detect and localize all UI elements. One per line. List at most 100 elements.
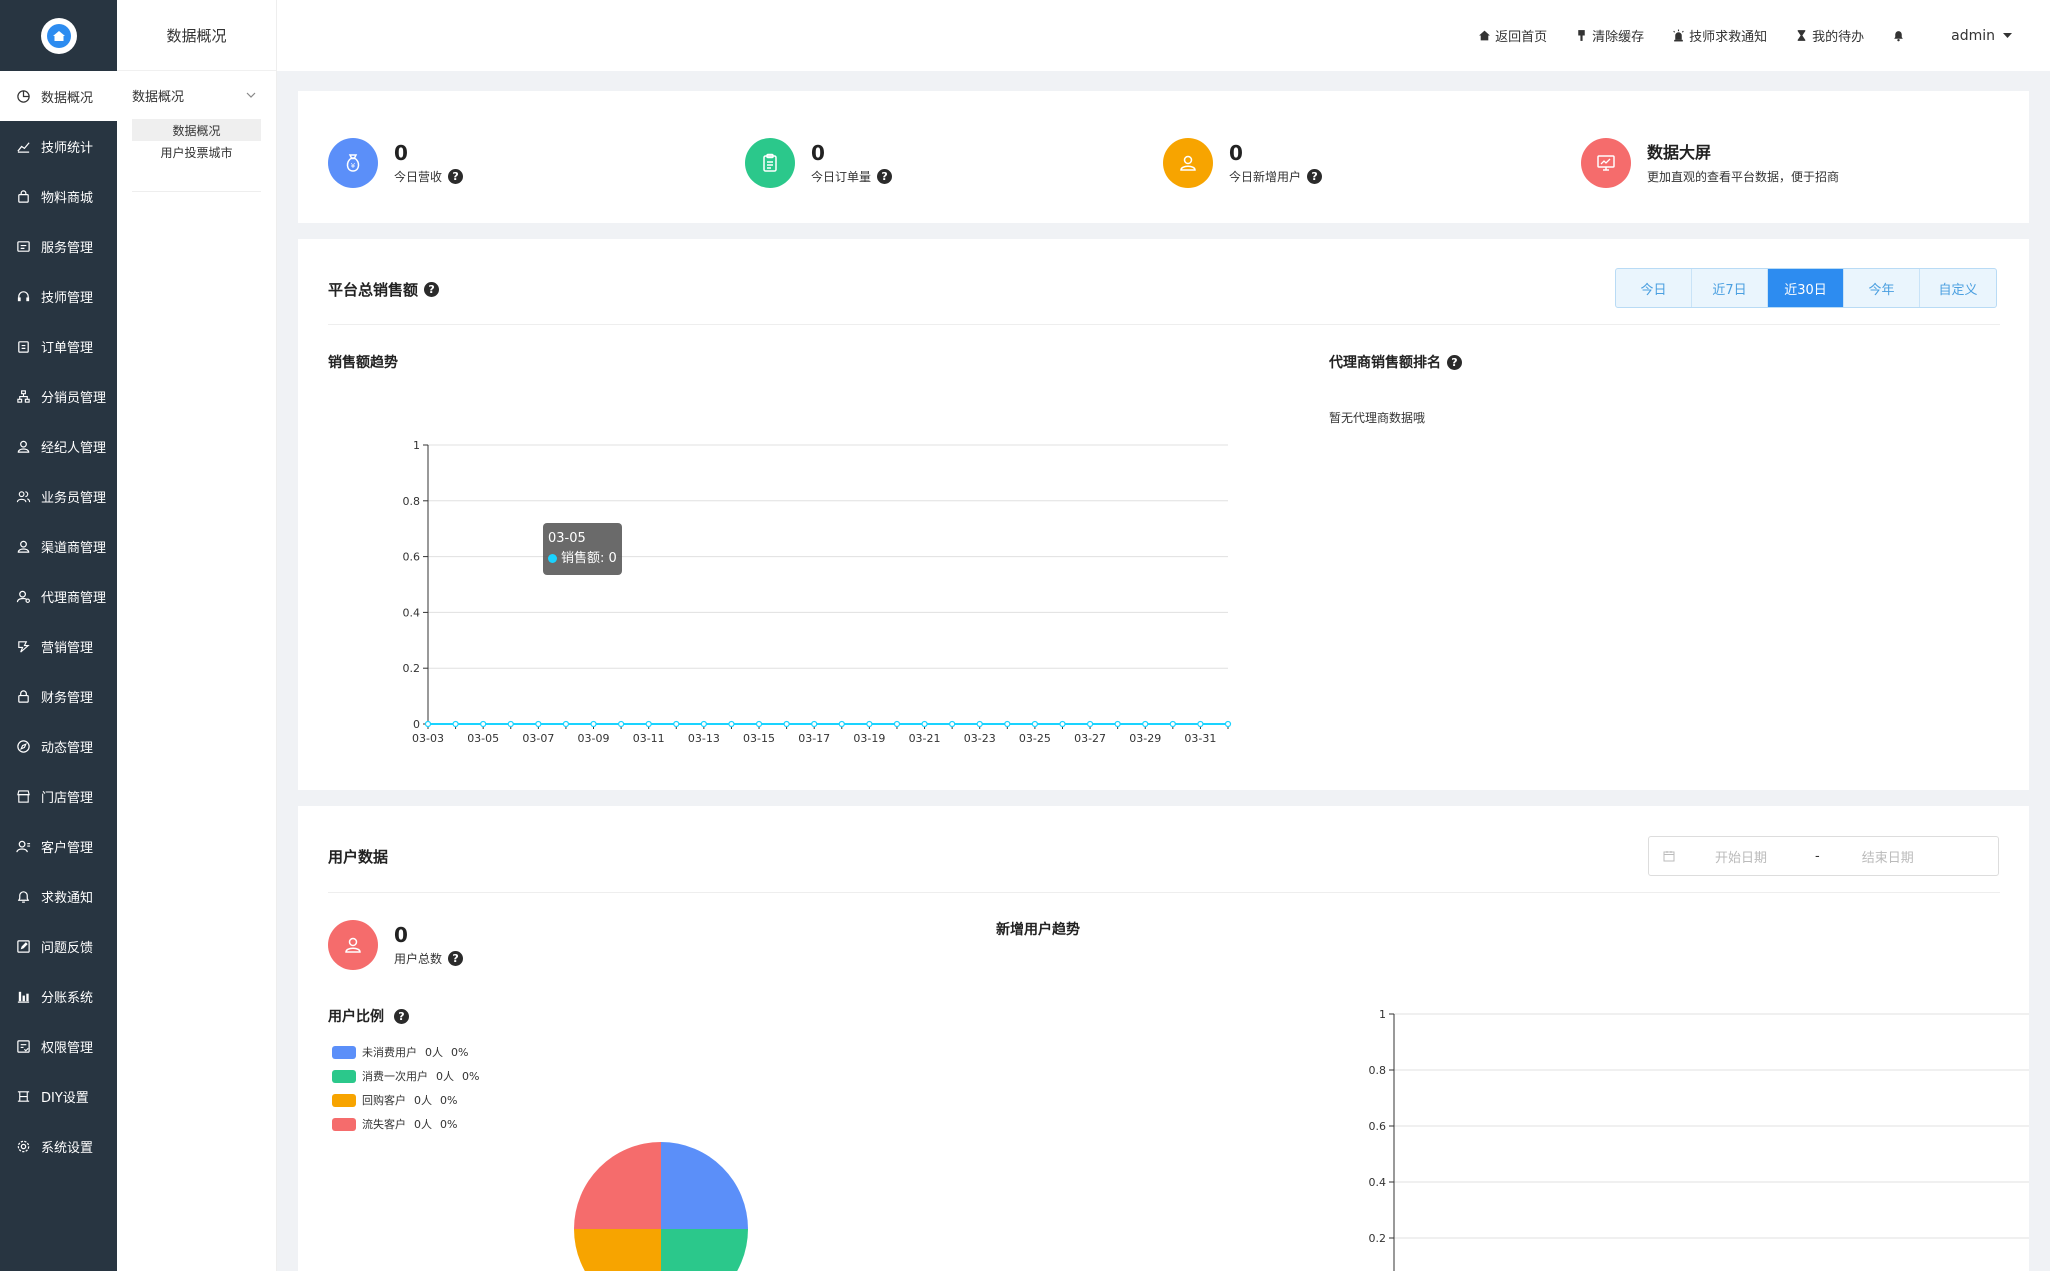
data-point[interactable] bbox=[590, 720, 597, 728]
help-icon[interactable]: ? bbox=[1307, 168, 1323, 184]
pie-slice[interactable] bbox=[661, 1142, 748, 1229]
sidebar-item-11[interactable]: 营销管理 bbox=[0, 621, 117, 671]
legend-item[interactable]: 回购客户 0人 0% bbox=[332, 1088, 487, 1112]
pie-slice[interactable] bbox=[574, 1229, 661, 1271]
data-point[interactable] bbox=[1169, 720, 1176, 728]
sidebar-item-3[interactable]: 服务管理 bbox=[0, 221, 117, 271]
permission-icon bbox=[17, 1039, 30, 1053]
data-point[interactable] bbox=[728, 720, 735, 728]
y-tick-label: 1 bbox=[413, 439, 420, 452]
pie-slice[interactable] bbox=[574, 1142, 661, 1229]
legend-item[interactable]: 消费一次用户 0人 0% bbox=[332, 1064, 487, 1088]
help-icon[interactable]: ? bbox=[424, 282, 440, 297]
home-logo[interactable] bbox=[40, 17, 77, 54]
data-point[interactable] bbox=[976, 720, 983, 728]
sidebar-item-13[interactable]: 动态管理 bbox=[0, 721, 117, 771]
sidebar-item-16[interactable]: 求救通知 bbox=[0, 871, 117, 921]
ratio-title: 用户比例 bbox=[328, 1009, 384, 1025]
y-tick-label: 0.8 bbox=[403, 495, 421, 508]
sidebar-item-9[interactable]: 渠道商管理 bbox=[0, 521, 117, 571]
data-point[interactable] bbox=[1197, 720, 1204, 728]
sidebar-item-18[interactable]: 分账系统 bbox=[0, 971, 117, 1021]
sidebar-menu: 数据概况 技师统计 物料商城 服务管理 技师管理订单管理分销员管理 经纪人管理 业务员管理渠… bbox=[0, 71, 117, 1171]
notification-button[interactable] bbox=[1892, 29, 1909, 42]
home-link[interactable]: 返回首页 bbox=[1478, 26, 1547, 45]
data-point[interactable] bbox=[1086, 720, 1094, 728]
sidebar-item-17[interactable]: 问题反馈 bbox=[0, 921, 117, 971]
submenu-group[interactable]: 数据概况 bbox=[117, 71, 276, 119]
range-tab-4[interactable]: 自定义 bbox=[1938, 282, 1978, 298]
sidebar-item-label: 权限管理 bbox=[41, 1040, 94, 1056]
data-point[interactable] bbox=[949, 720, 956, 728]
data-point[interactable] bbox=[1114, 720, 1121, 728]
data-point[interactable] bbox=[893, 720, 901, 728]
data-point[interactable] bbox=[811, 720, 818, 728]
data-point[interactable] bbox=[673, 720, 680, 728]
range-tab-2[interactable]: 近30日 bbox=[1768, 269, 1844, 307]
data-point[interactable] bbox=[562, 720, 570, 728]
data-point[interactable] bbox=[1004, 720, 1011, 728]
total-users-badge bbox=[328, 920, 378, 970]
clear-cache-button[interactable]: 清除缓存 bbox=[1575, 26, 1644, 45]
user-date-range[interactable]: 开始日期 - 结束日期 bbox=[1648, 836, 1999, 876]
submenu-item-vote-city[interactable]: 用户投票城市 bbox=[160, 145, 233, 160]
y-tick-label: 0.2 bbox=[1369, 1232, 1387, 1245]
data-point[interactable] bbox=[1031, 720, 1038, 728]
data-point[interactable] bbox=[1224, 720, 1232, 728]
data-point[interactable] bbox=[424, 720, 432, 728]
data-point[interactable] bbox=[507, 720, 514, 728]
x-tick-label: 03-19 bbox=[853, 732, 885, 745]
data-point[interactable] bbox=[645, 720, 652, 728]
data-point[interactable] bbox=[535, 720, 542, 728]
sidebar-item-21[interactable]: 系统设置 bbox=[0, 1121, 117, 1171]
help-icon[interactable]: ? bbox=[448, 950, 464, 966]
todo-link[interactable]: 我的待办 bbox=[1795, 26, 1864, 45]
sidebar-item-20[interactable]: DIY设置 bbox=[0, 1071, 117, 1121]
help-icon[interactable]: ? bbox=[394, 1008, 409, 1024]
range-tab-1[interactable]: 近7日 bbox=[1692, 269, 1768, 307]
stat-data-screen[interactable]: 数据大屏 更加直观的查看平台数据，便于招商 bbox=[1581, 138, 1839, 188]
sidebar-item-2[interactable]: 物料商城 bbox=[0, 171, 117, 221]
help-icon[interactable]: ? bbox=[877, 168, 893, 184]
sidebar-item-6[interactable]: 分销员管理 bbox=[0, 371, 117, 421]
legend-item[interactable]: 未消费用户 0人 0% bbox=[332, 1040, 487, 1064]
total-users-label: 用户总数 bbox=[394, 951, 443, 966]
sidebar-item-10[interactable]: 代理商管理 bbox=[0, 571, 117, 621]
data-point[interactable] bbox=[700, 720, 707, 728]
sidebar-item-1[interactable]: 技师统计 bbox=[0, 121, 117, 171]
sidebar-item-7[interactable]: 经纪人管理 bbox=[0, 421, 117, 471]
range-tab-3[interactable]: 今年 bbox=[1844, 269, 1920, 307]
data-point[interactable] bbox=[1059, 720, 1066, 728]
data-point[interactable] bbox=[921, 720, 928, 728]
sidebar-item-4[interactable]: 技师管理 bbox=[0, 271, 117, 321]
end-date-input[interactable]: 结束日期 bbox=[1861, 850, 1914, 866]
pie-slice[interactable] bbox=[661, 1229, 748, 1271]
range-tab-0[interactable]: 今日 bbox=[1616, 269, 1692, 307]
sidebar-item-5[interactable]: 订单管理 bbox=[0, 321, 117, 371]
sidebar-item-8[interactable]: 业务员管理 bbox=[0, 471, 117, 521]
legend-pct: 0% bbox=[440, 1117, 458, 1131]
sidebar-item-0[interactable]: 数据概况 bbox=[0, 71, 117, 121]
start-date-input[interactable]: 开始日期 bbox=[1715, 850, 1768, 866]
data-point[interactable] bbox=[755, 720, 763, 728]
help-icon[interactable]: ? bbox=[1447, 354, 1462, 370]
sos-notice-link[interactable]: 技师求救通知 bbox=[1672, 26, 1767, 45]
todo-label: 我的待办 bbox=[1812, 30, 1865, 45]
sidebar-item-14[interactable]: 门店管理 bbox=[0, 771, 117, 821]
submenu-item-overview[interactable]: 数据概况 bbox=[132, 119, 261, 141]
sidebar-item-12[interactable]: 财务管理 bbox=[0, 671, 117, 721]
new-user-trend-title: 新增用户趋势 bbox=[996, 922, 1080, 938]
data-point[interactable] bbox=[838, 720, 845, 728]
user-menu[interactable]: admin bbox=[1951, 28, 2012, 44]
data-point[interactable] bbox=[480, 720, 487, 728]
data-point[interactable] bbox=[618, 720, 625, 728]
data-point[interactable] bbox=[1142, 720, 1149, 728]
sidebar-item-19[interactable]: 权限管理 bbox=[0, 1021, 117, 1071]
sidebar-item-15[interactable]: 客户管理 bbox=[0, 821, 117, 871]
data-point[interactable] bbox=[866, 720, 873, 728]
sidebar-item-label: 订单管理 bbox=[41, 340, 94, 356]
data-point[interactable] bbox=[452, 720, 459, 728]
legend-item[interactable]: 流失客户 0人 0% bbox=[332, 1112, 487, 1136]
data-point[interactable] bbox=[783, 720, 790, 728]
help-icon[interactable]: ? bbox=[448, 168, 464, 184]
